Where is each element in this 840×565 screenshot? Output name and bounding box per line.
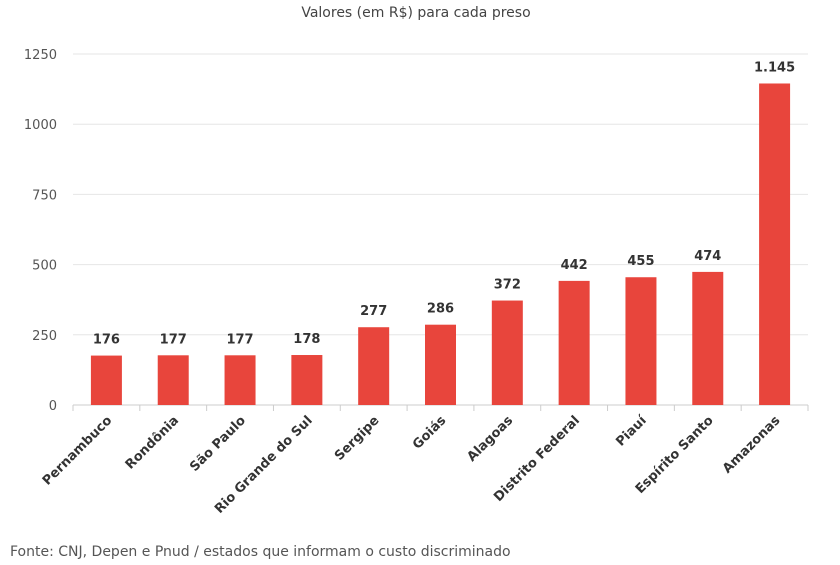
bar — [157, 355, 189, 405]
x-tick-label: Alagoas — [464, 413, 516, 465]
bar — [425, 324, 456, 405]
source-note: Fonte: CNJ, Depen e Pnud / estados que i… — [10, 544, 511, 560]
x-tick-label: São Paulo — [187, 413, 249, 475]
x-tick-label: Sergipe — [332, 413, 383, 464]
data-label: 372 — [494, 278, 521, 293]
data-label: 277 — [360, 304, 387, 319]
data-label: 176 — [93, 333, 120, 348]
bar — [90, 355, 122, 405]
data-label: 1.145 — [754, 60, 795, 75]
x-tick-label: Pernambuco — [40, 413, 115, 488]
y-tick-label: 1000 — [24, 118, 57, 133]
data-label: 442 — [561, 258, 588, 273]
x-tick-label: Goiás — [410, 413, 449, 452]
bars — [90, 83, 791, 405]
bar — [759, 83, 791, 405]
bar — [558, 280, 590, 405]
bar — [224, 355, 256, 405]
data-label: 455 — [627, 254, 654, 269]
bar — [625, 277, 657, 405]
y-tick-label: 1250 — [24, 48, 57, 63]
bar — [491, 300, 523, 405]
data-label: 178 — [293, 332, 320, 347]
y-axis: 0 250 500 750 1000 1250 — [24, 48, 57, 414]
x-tick-label: Amazonas — [720, 413, 784, 477]
bar — [692, 271, 724, 405]
bar — [291, 355, 323, 405]
data-label: 177 — [226, 332, 253, 347]
data-label: 286 — [427, 302, 454, 317]
data-label: 474 — [694, 249, 721, 264]
x-tick-label: Rondônia — [123, 413, 182, 472]
y-tick-label: 750 — [32, 188, 57, 203]
y-tick-label: 250 — [32, 329, 57, 344]
data-labels: 176 177 177 178 277 286 372 442 455 474 1.145 — [93, 60, 795, 347]
data-label: 177 — [160, 332, 187, 347]
y-tick-label: 0 — [49, 399, 57, 414]
x-tick-label: Piauí — [613, 412, 650, 449]
bar — [358, 327, 390, 405]
y-tick-label: 500 — [32, 259, 57, 274]
chart-title: Valores (em R$) para cada preso — [301, 5, 530, 21]
